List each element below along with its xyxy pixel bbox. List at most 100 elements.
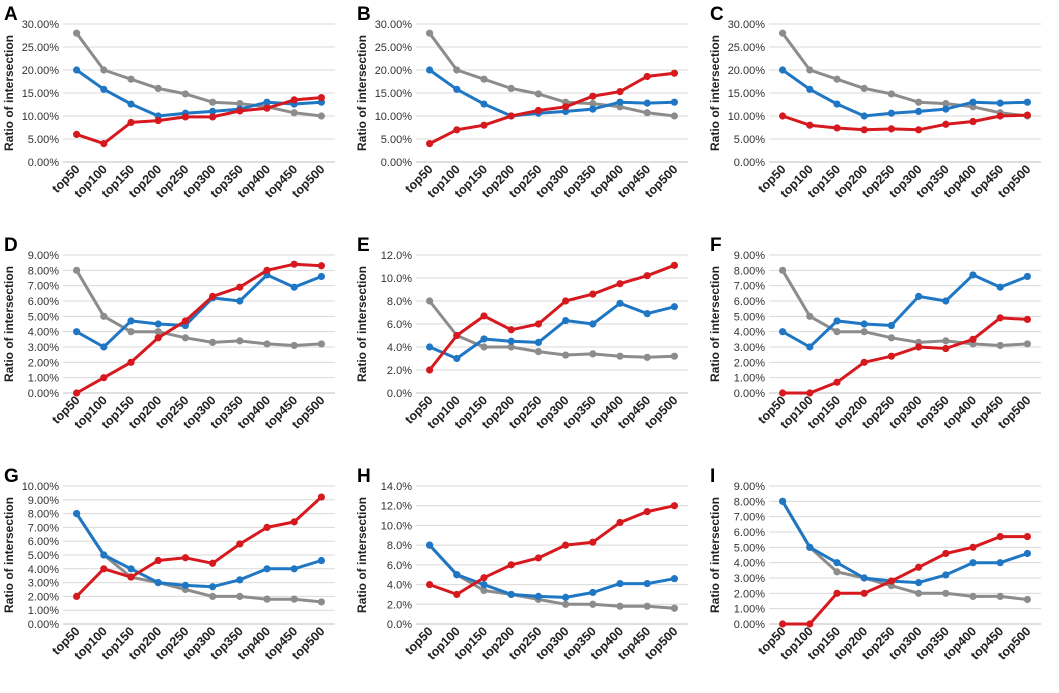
data-point-red bbox=[263, 104, 271, 112]
y-axis-label: Ratio of intersection bbox=[2, 266, 16, 382]
panel-letter: E bbox=[357, 235, 370, 256]
data-point-red bbox=[100, 374, 108, 382]
y-tick-label: 7.00% bbox=[734, 281, 765, 293]
data-point-red bbox=[534, 106, 542, 115]
panel-letter: B bbox=[357, 4, 371, 25]
data-point-gray bbox=[534, 348, 542, 356]
data-point-blue bbox=[589, 320, 597, 328]
data-point-gray bbox=[263, 595, 271, 603]
data-point-gray bbox=[73, 266, 81, 274]
data-point-red bbox=[969, 335, 977, 343]
data-point-gray bbox=[942, 589, 950, 597]
data-point-gray bbox=[100, 312, 108, 320]
y-tick-label: 25.00% bbox=[375, 42, 413, 54]
data-point-red bbox=[181, 554, 189, 562]
y-tick-label: 9.00% bbox=[734, 250, 765, 262]
series-line-blue bbox=[75, 512, 323, 589]
chart-panel-i: I 0.00% 1.00% 2.00% 3.00% 4.00% 5.00% 6.00% 7.00… bbox=[708, 466, 1041, 663]
series-line-red bbox=[75, 262, 323, 395]
data-point-red bbox=[942, 549, 950, 558]
data-point-blue bbox=[670, 98, 678, 106]
y-tick-label: 9.00% bbox=[28, 495, 59, 507]
y-tick-label: 5.00% bbox=[28, 550, 59, 562]
y-tick-label: 4.00% bbox=[28, 564, 59, 576]
data-point-red bbox=[670, 261, 678, 269]
data-point-red bbox=[915, 563, 923, 571]
y-axis-label: Ratio of intersection bbox=[708, 497, 722, 613]
panel-letter: F bbox=[710, 235, 722, 256]
data-point-red bbox=[453, 331, 461, 340]
y-axis-label: Ratio of intersection bbox=[2, 497, 16, 613]
y-tick-label: 25.00% bbox=[728, 42, 766, 54]
series-line-gray bbox=[428, 543, 676, 610]
y-tick-label: 15.00% bbox=[728, 88, 766, 100]
data-point-red bbox=[860, 589, 868, 597]
y-tick-label: 6.00% bbox=[28, 536, 59, 548]
y-tick-label: 2.00% bbox=[28, 591, 59, 603]
data-point-blue bbox=[480, 335, 488, 343]
y-tick-label: 2.0% bbox=[387, 365, 412, 377]
data-point-blue bbox=[779, 328, 787, 336]
data-point-blue bbox=[616, 299, 624, 307]
data-point-blue bbox=[616, 98, 624, 106]
series-line-gray bbox=[75, 31, 323, 118]
data-point-red bbox=[480, 121, 488, 129]
series-line-blue bbox=[781, 68, 1029, 118]
data-point-blue bbox=[480, 580, 488, 589]
series-line-red bbox=[428, 263, 676, 372]
chart-panel-g: G 0.00% 1.00% 2.00%3.00% 4.00% 5.00% 6.00% 7.00… bbox=[2, 466, 335, 663]
data-point-gray bbox=[887, 90, 895, 98]
data-point-red bbox=[290, 260, 298, 268]
data-point-red bbox=[806, 389, 814, 397]
y-tick-label: 6.00% bbox=[734, 296, 765, 308]
chart-panel-d: D 0.00% 1.00% 2.00% 3.00% 4.00% 5.00% 6.00% 7.00… bbox=[2, 235, 335, 432]
y-tick-label: 2.00% bbox=[734, 588, 765, 600]
data-point-blue bbox=[670, 575, 678, 583]
y-tick-label: 7.00% bbox=[28, 522, 59, 534]
data-point-red bbox=[290, 518, 298, 526]
data-point-gray bbox=[589, 600, 597, 608]
series-line-gray bbox=[781, 31, 1029, 118]
data-point-gray bbox=[996, 341, 1004, 350]
data-point-gray bbox=[290, 341, 298, 350]
series-line-red bbox=[75, 96, 323, 146]
y-tick-label: 15.00% bbox=[22, 88, 60, 100]
y-tick-label: 0.00% bbox=[28, 619, 59, 631]
data-point-blue bbox=[860, 112, 868, 120]
data-point-blue bbox=[562, 316, 570, 325]
data-point-red bbox=[887, 352, 895, 360]
data-point-gray bbox=[290, 109, 298, 117]
data-point-blue bbox=[100, 343, 108, 351]
data-point-gray bbox=[181, 90, 189, 98]
data-point-red bbox=[589, 538, 597, 546]
data-point-blue bbox=[317, 556, 325, 565]
data-point-blue bbox=[127, 100, 135, 108]
data-point-blue bbox=[806, 543, 814, 551]
y-axis-label: Ratio of intersection bbox=[2, 35, 16, 151]
y-tick-label: 3.00% bbox=[734, 573, 765, 585]
data-point-red bbox=[915, 343, 923, 351]
data-point-gray bbox=[236, 99, 244, 108]
series-line-gray bbox=[428, 299, 676, 359]
data-point-blue bbox=[969, 98, 977, 106]
y-axis-label: Ratio of intersection bbox=[355, 266, 369, 382]
data-point-blue bbox=[806, 85, 814, 93]
data-point-red bbox=[317, 262, 325, 270]
data-point-red bbox=[996, 533, 1004, 541]
data-point-gray bbox=[670, 352, 678, 360]
panel-letter: D bbox=[4, 235, 18, 256]
data-point-gray bbox=[507, 84, 515, 92]
y-tick-label: 8.0% bbox=[387, 296, 412, 308]
data-point-blue bbox=[453, 85, 461, 93]
data-point-gray bbox=[317, 340, 325, 348]
data-point-blue bbox=[73, 510, 81, 518]
data-point-blue bbox=[779, 66, 787, 74]
data-point-gray bbox=[426, 29, 434, 37]
data-point-gray bbox=[480, 75, 488, 83]
data-point-red bbox=[942, 344, 950, 353]
data-point-blue bbox=[426, 343, 434, 351]
data-point-blue bbox=[534, 338, 542, 346]
data-point-blue bbox=[887, 321, 895, 330]
y-tick-label: 0.00% bbox=[28, 388, 59, 400]
y-tick-label: 30.00% bbox=[375, 19, 413, 31]
